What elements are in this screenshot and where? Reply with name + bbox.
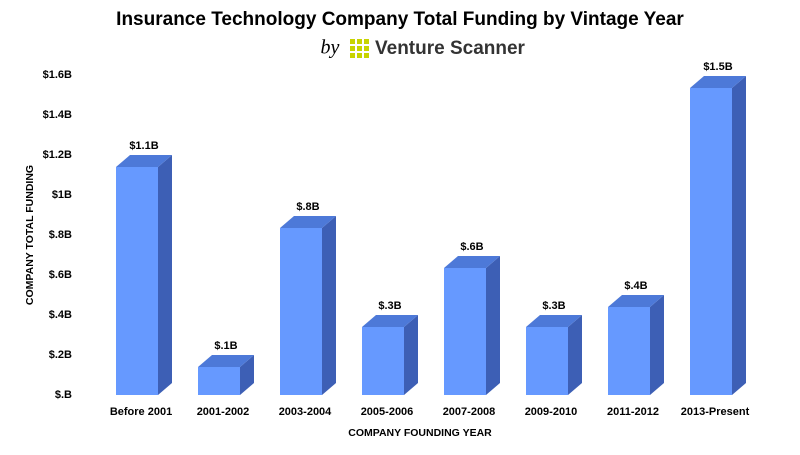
bar-side	[486, 256, 500, 395]
value-label: $1.5B	[703, 61, 732, 73]
y-tick-label: $.6B	[49, 269, 72, 281]
bar	[362, 327, 404, 395]
value-label: $.8B	[296, 201, 319, 213]
bar	[116, 167, 158, 395]
bar	[690, 88, 732, 395]
x-tick-label: 2011-2012	[607, 406, 659, 418]
x-tick-label: 2005-2006	[361, 406, 414, 418]
bar	[198, 367, 240, 395]
bar-top	[526, 315, 582, 327]
value-label: $.3B	[542, 300, 565, 312]
bar-top	[280, 216, 336, 228]
bar-top	[116, 155, 172, 167]
bar-top	[444, 256, 500, 268]
bar	[444, 268, 486, 395]
y-tick-label: $.2B	[49, 349, 72, 361]
bar	[608, 307, 650, 395]
bar-top	[198, 355, 254, 367]
y-tick-label: $.8B	[49, 229, 72, 241]
y-tick-label: $1.2B	[43, 149, 72, 161]
bar-side	[650, 295, 664, 395]
brand: Venture Scanner	[375, 38, 526, 59]
chart-title: Insurance Technology Company Total Fundi…	[116, 9, 684, 30]
bar-top	[608, 295, 664, 307]
value-label: $.4B	[624, 280, 647, 292]
x-tick-label: 2013-Present	[681, 406, 750, 418]
bar	[280, 228, 322, 395]
y-tick-label: $1.4B	[43, 109, 72, 121]
bar-top	[362, 315, 418, 327]
value-label: $.6B	[460, 241, 483, 253]
y-axis-title: COMPANY TOTAL FUNDING	[24, 165, 36, 305]
x-tick-label: 2009-2010	[525, 406, 578, 418]
bar-side	[404, 315, 418, 395]
bar-side	[568, 315, 582, 395]
x-tick-label: Before 2001	[110, 406, 172, 418]
brand-logo	[350, 39, 369, 58]
bar-side	[322, 216, 336, 395]
subtitle: by	[321, 37, 340, 59]
y-tick-label: $1B	[52, 189, 72, 201]
bar-side	[732, 76, 746, 395]
x-axis-title: COMPANY FOUNDING YEAR	[348, 427, 492, 439]
bar-side	[158, 155, 172, 395]
x-tick-label: 2007-2008	[443, 406, 496, 418]
y-tick-label: $1.6B	[43, 69, 72, 81]
value-label: $.3B	[378, 300, 401, 312]
x-tick-label: 2003-2004	[279, 406, 332, 418]
y-tick-label: $.B	[55, 389, 72, 401]
y-tick-label: $.4B	[49, 309, 72, 321]
x-tick-label: 2001-2002	[197, 406, 250, 418]
value-label: $1.1B	[129, 140, 158, 152]
bar	[526, 327, 568, 395]
bar-top	[690, 76, 746, 88]
bar-side	[240, 355, 254, 395]
value-label: $.1B	[214, 340, 237, 352]
